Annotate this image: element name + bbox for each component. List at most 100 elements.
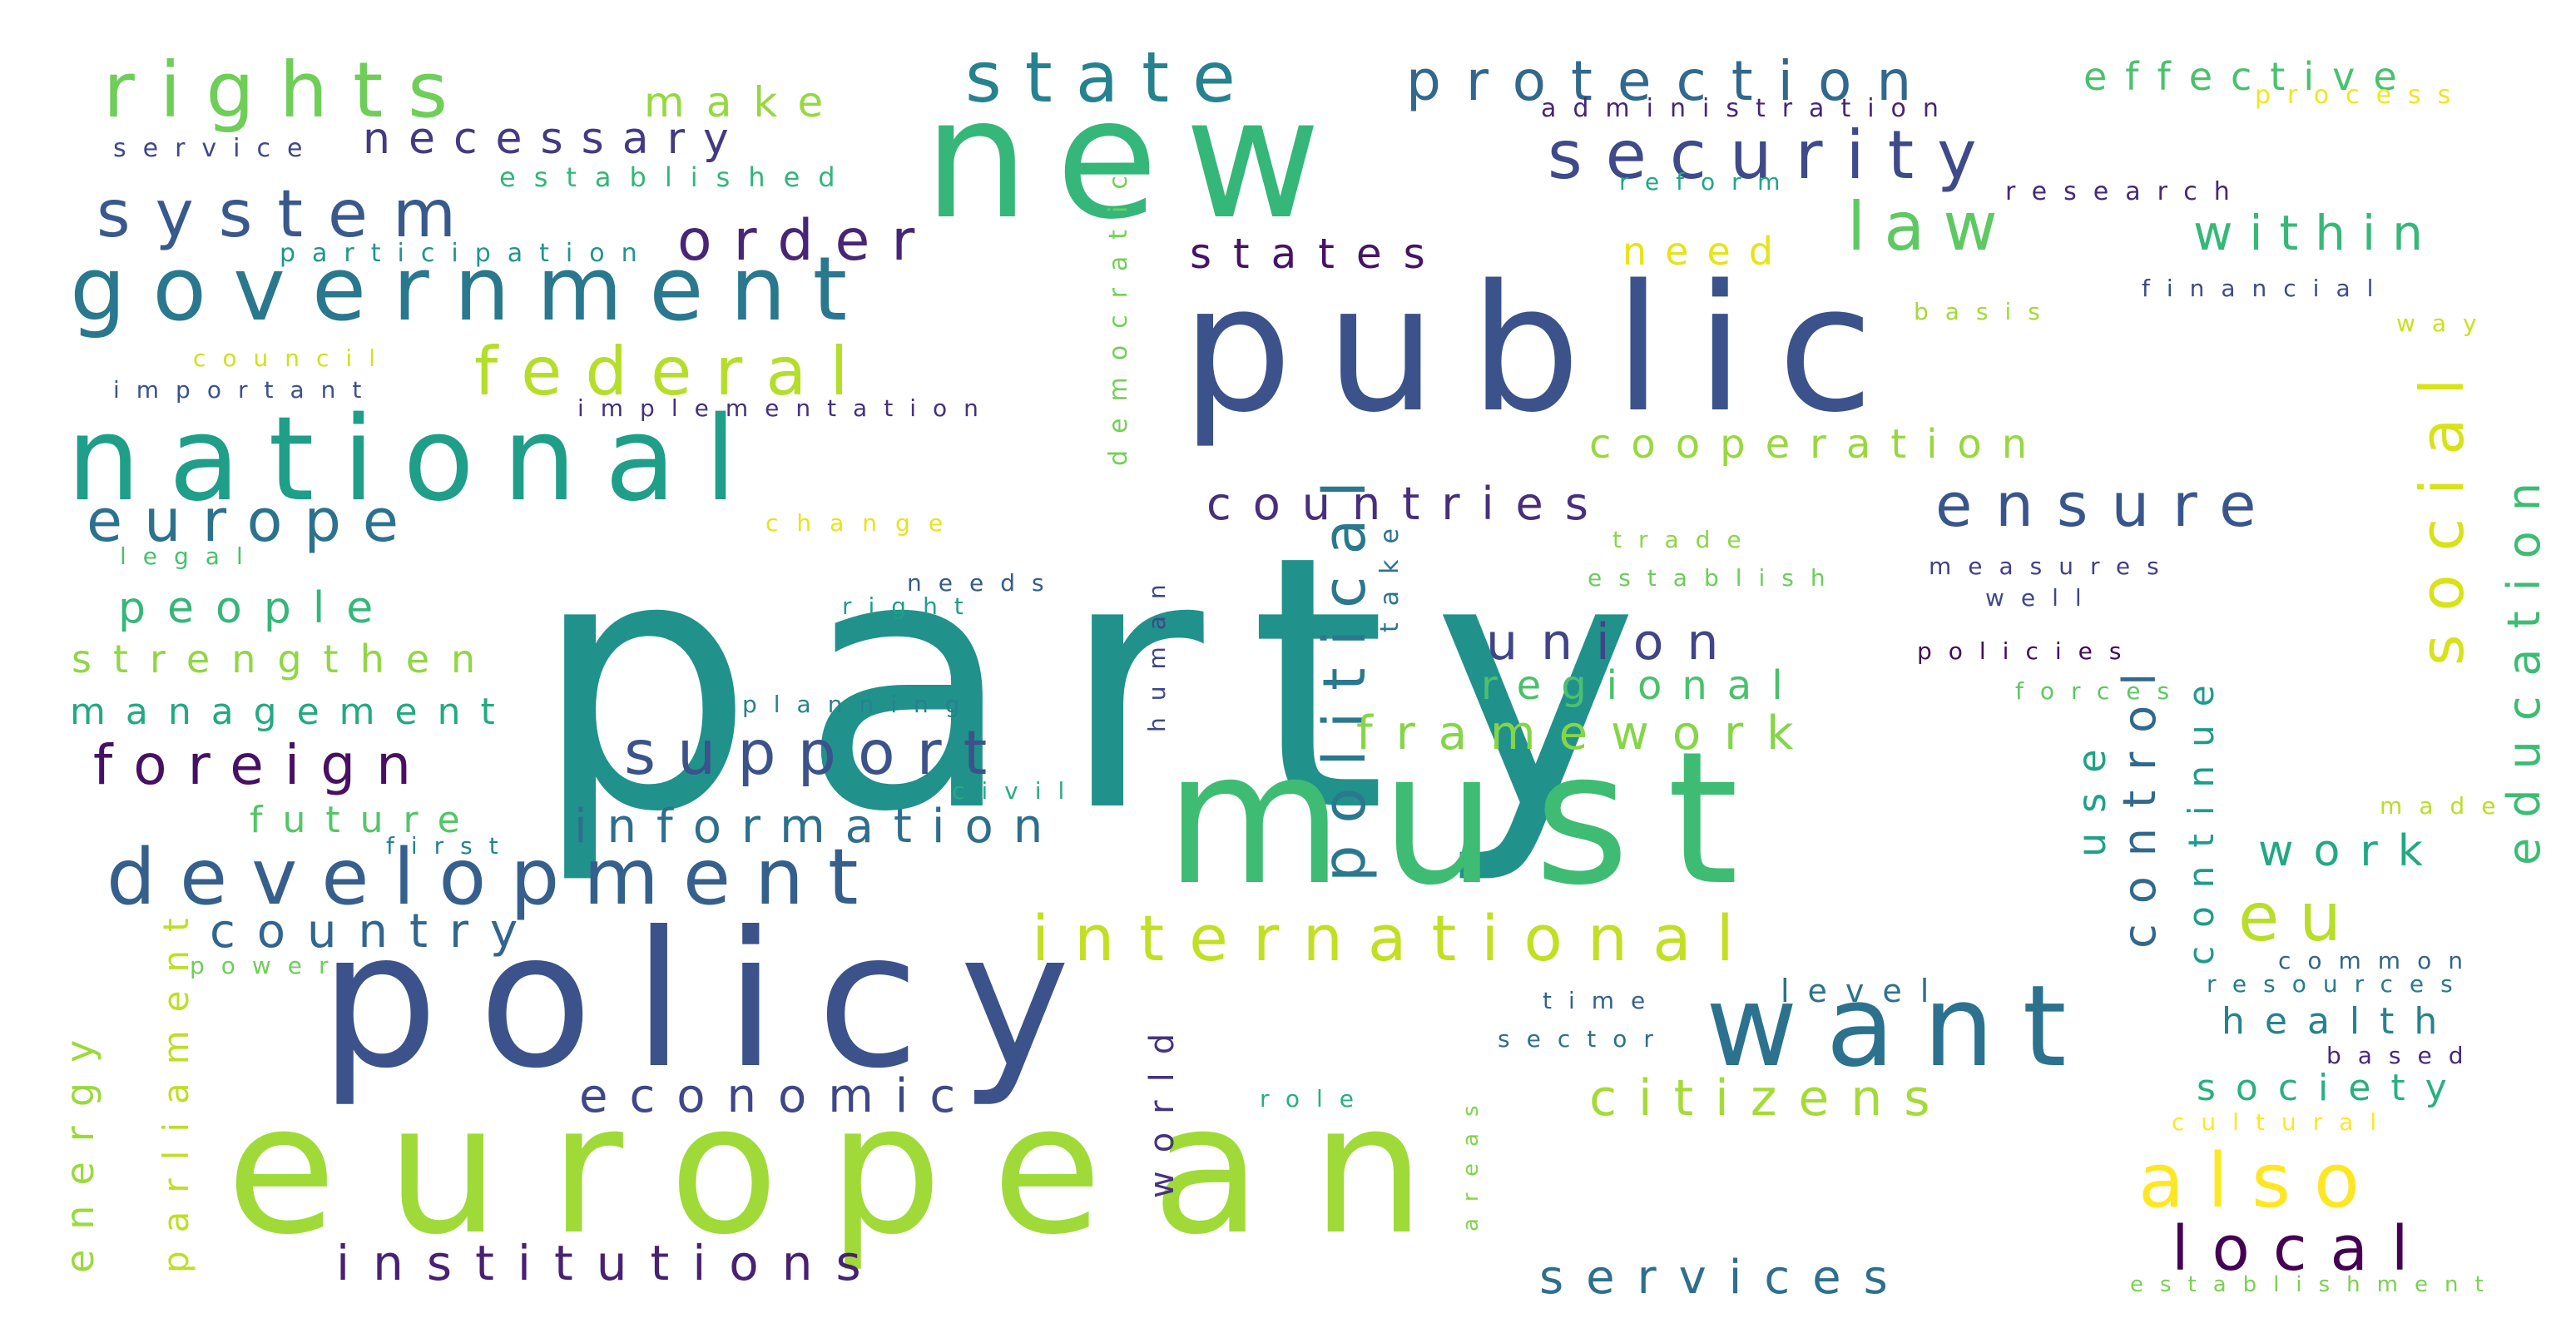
word-basis: basis	[1914, 298, 2057, 325]
word-security: security	[1548, 116, 1999, 194]
word-political: political	[1310, 459, 1379, 882]
word-world: world	[1143, 1015, 1181, 1198]
word-system: system	[97, 177, 481, 252]
word-social: social	[2407, 355, 2477, 666]
word-forces: forces	[2015, 677, 2186, 705]
word-protection: protection	[1406, 49, 1936, 113]
word-within: within	[2193, 205, 2440, 261]
word-support: support	[624, 718, 1008, 789]
word-state: state	[965, 37, 1259, 118]
word-process: process	[2255, 81, 2467, 110]
word-administration: administration	[1541, 94, 1955, 123]
word-party: party	[533, 482, 1685, 889]
word-also: also	[2138, 1137, 2383, 1225]
word-important: important	[113, 376, 378, 404]
word-public: public	[1181, 247, 1907, 451]
word-research: research	[2005, 177, 2247, 206]
word-strengthen: strengthen	[72, 637, 497, 681]
word-energy: energy	[57, 1020, 102, 1273]
word-new: new	[924, 62, 1347, 256]
word-federal: federal	[474, 333, 872, 410]
word-common: common	[2278, 947, 2479, 974]
word-first: first	[386, 832, 515, 860]
word-cooperation: cooperation	[1589, 421, 2047, 468]
word-rights: rights	[103, 46, 473, 135]
word-areas: areas	[1459, 1088, 1484, 1231]
word-establishment: establishment	[2130, 1272, 2500, 1297]
word-necessary: necessary	[363, 114, 747, 164]
word-civil: civil	[952, 777, 1081, 805]
word-establish: establish	[1588, 564, 1842, 592]
word-level: level	[1781, 973, 1947, 1009]
word-take: take	[1375, 512, 1404, 632]
word-established: established	[499, 161, 854, 193]
word-service: service	[113, 134, 319, 163]
word-states: states	[1190, 230, 1447, 278]
word-continue: continue	[2181, 667, 2222, 965]
word-parliament: parliament	[156, 899, 196, 1273]
word-health: health	[2222, 1000, 2457, 1043]
word-future: future	[250, 799, 480, 841]
word-eu: eu	[2238, 879, 2361, 956]
word-financial: financial	[2142, 275, 2390, 302]
word-sector: sector	[1498, 1025, 1670, 1053]
word-society: society	[2197, 1067, 2467, 1109]
word-order: order	[677, 208, 936, 274]
word-council: council	[193, 344, 392, 372]
word-institutions: institutions	[336, 1235, 884, 1291]
word-want: want	[1706, 961, 2095, 1092]
word-government: government	[70, 238, 874, 340]
word-trade: trade	[1612, 526, 1758, 553]
word-measures: measures	[1929, 553, 2176, 580]
word-europe: europe	[87, 487, 420, 555]
word-countries: countries	[1206, 478, 1610, 530]
word-effective: effective	[2083, 54, 2415, 99]
word-change: change	[765, 509, 961, 537]
word-information: information	[574, 800, 1063, 854]
word-ensure: ensure	[1935, 470, 2279, 540]
word-services: services	[1539, 1251, 1910, 1305]
word-european: european	[226, 1065, 1475, 1274]
word-needs: needs	[907, 569, 1061, 597]
word-implementation: implementation	[577, 394, 995, 422]
word-work: work	[2258, 826, 2443, 876]
word-policies: policies	[1917, 637, 2138, 665]
word-well: well	[1985, 584, 2098, 612]
word-control: control	[2113, 653, 2166, 949]
word-time: time	[1543, 987, 1662, 1014]
word-management: management	[70, 691, 515, 733]
word-power: power	[190, 952, 345, 979]
word-policy: policy	[320, 892, 1110, 1110]
word-reform: reform	[1619, 168, 1796, 196]
word-foreign: foreign	[93, 733, 432, 797]
word-education: education	[2498, 463, 2550, 865]
word-participation: participation	[280, 239, 654, 268]
word-role: role	[1260, 1085, 1370, 1113]
word-development: development	[107, 832, 883, 922]
word-union: union	[1486, 613, 1741, 671]
word-democratic: democratic	[1104, 159, 1133, 466]
word-local: local	[2172, 1213, 2431, 1285]
word-need: need	[1622, 229, 1791, 274]
word-made: made	[2380, 792, 2512, 820]
word-make: make	[644, 78, 845, 126]
word-based: based	[2326, 1042, 2480, 1069]
word-use: use	[2069, 730, 2114, 857]
word-law: law	[1847, 188, 2016, 265]
word-framework: framework	[1356, 706, 1817, 761]
word-resources: resources	[2207, 970, 2469, 998]
word-right: right	[842, 592, 980, 620]
word-legal: legal	[120, 543, 260, 570]
word-international: international	[1032, 901, 1759, 975]
word-planning: planning	[742, 691, 977, 718]
word-country: country	[210, 904, 539, 959]
word-people: people	[118, 583, 394, 633]
word-way: way	[2396, 310, 2494, 337]
word-must: must	[1165, 712, 1776, 925]
word-national: national	[67, 392, 765, 528]
word-human: human	[1143, 567, 1171, 732]
word-cultural: cultural	[2172, 1108, 2393, 1136]
word-regional: regional	[1481, 662, 1803, 709]
word-economic: economic	[579, 1069, 977, 1123]
